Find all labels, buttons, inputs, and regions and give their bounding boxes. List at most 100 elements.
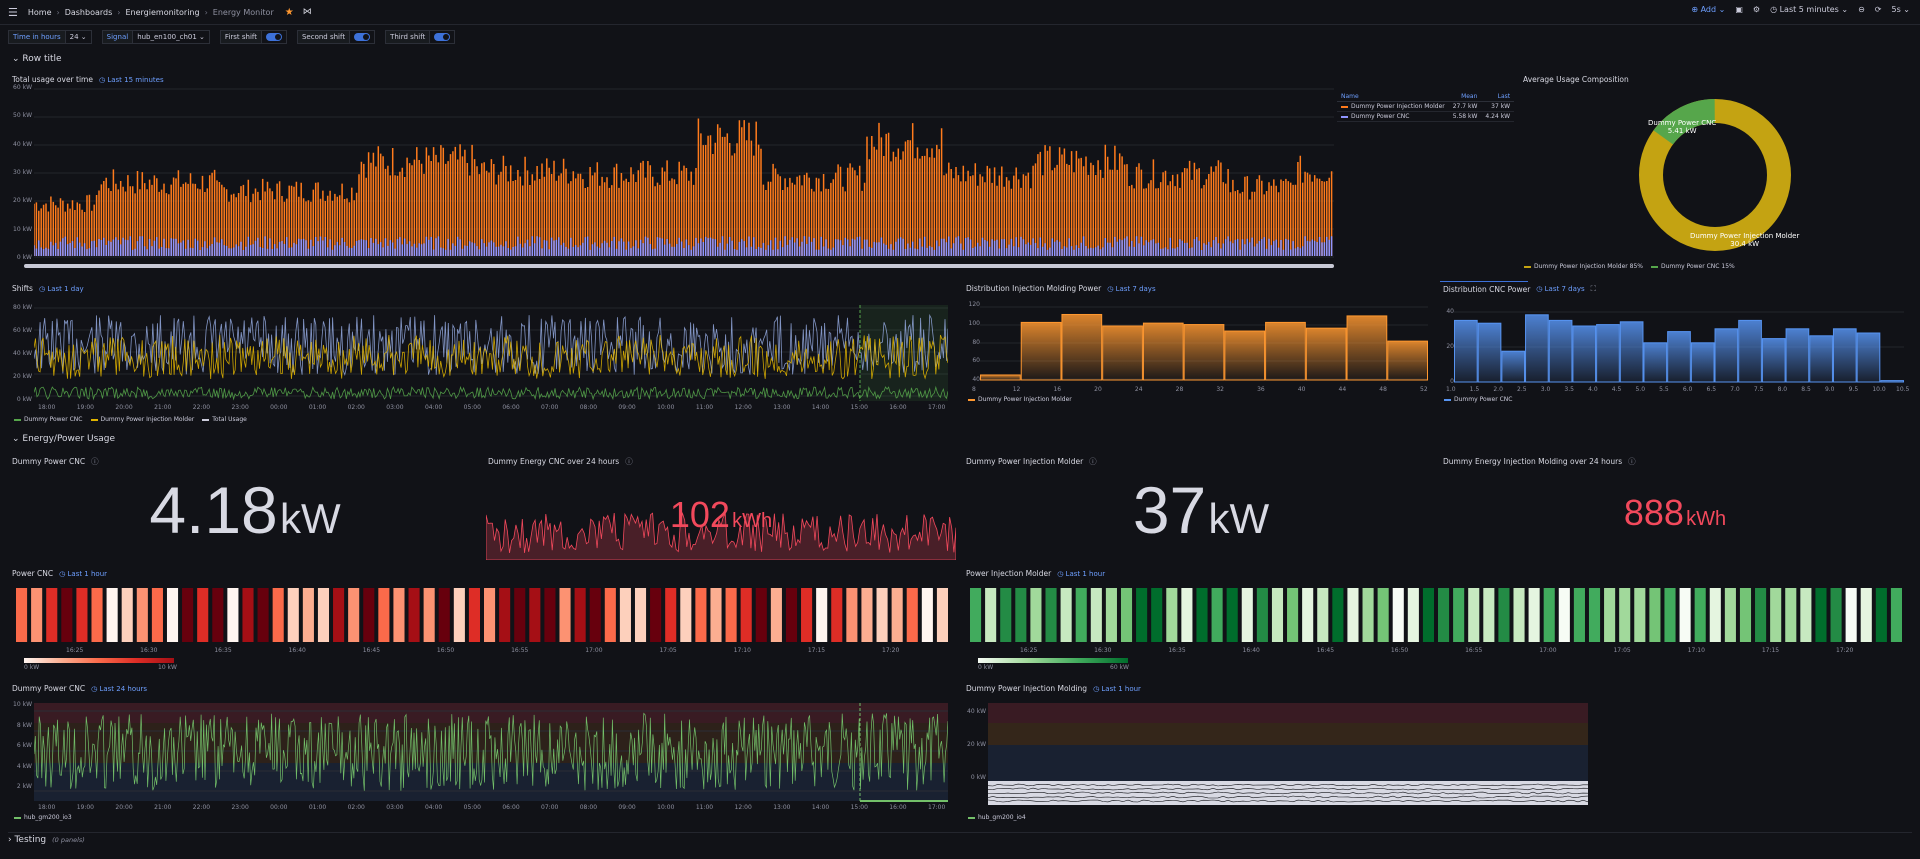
y-tick-label: 40: [972, 376, 980, 383]
x-tick-label: 8.0: [1777, 386, 1788, 393]
dist-cnc-x-axis: 1.0 1.5 2.0 2.5 3.0 3.5 4.0 4.5 5.0 5.5 6.0 6.5 7.0 7…: [1446, 386, 1909, 396]
y-tick-label: 6 kW: [16, 742, 32, 749]
expand-icon[interactable]: ⛶: [1590, 284, 1596, 293]
y-tick-label: 2 kW: [16, 783, 32, 790]
heatmap-cell: [468, 588, 480, 642]
heat-inj-scale-min: 0 kW: [978, 664, 994, 671]
info-icon[interactable]: ⓘ: [1628, 457, 1636, 466]
legend-item[interactable]: Dummy Power Injection Molder 85%: [1524, 263, 1643, 270]
x-tick-label: 06:00: [502, 804, 520, 811]
y-tick-label: 0 kW: [970, 774, 986, 781]
var-third-shift[interactable]: Third shift: [385, 30, 456, 44]
heatmap-cell: [544, 588, 556, 642]
x-tick-label: 07:00: [541, 404, 559, 411]
row-title-1[interactable]: ⌄ Row title: [12, 54, 62, 64]
var-second-shift[interactable]: Second shift: [296, 30, 376, 44]
heatmap-cell: [816, 588, 828, 642]
heatmap-cell: [16, 588, 28, 642]
var-time-in-hours[interactable]: Time in hours 24 ⌄: [8, 30, 92, 44]
refresh-icon[interactable]: ⟳: [1874, 5, 1882, 14]
x-tick-label: 10.0: [1872, 386, 1886, 393]
heatmap-cell: [257, 588, 269, 642]
heatmap-cell: [227, 588, 239, 642]
heatmap-cell: [906, 588, 918, 642]
heatmap-cell: [1830, 588, 1842, 642]
histogram-bar: [1020, 321, 1062, 381]
heatmap-cell: [1453, 588, 1465, 642]
heat-inj-chart: [970, 588, 1902, 642]
legend-row[interactable]: Dummy Power Injection Molder 27.7 kW 37 kW: [1337, 101, 1515, 112]
y-tick-label: 20: [1446, 343, 1454, 350]
x-tick-label: 08:00: [579, 404, 598, 411]
info-icon[interactable]: ⓘ: [1089, 457, 1097, 466]
y-tick-label: 20 kW: [13, 197, 32, 205]
third-shift-toggle[interactable]: [434, 33, 451, 41]
histogram-bar: [1738, 319, 1762, 383]
save-icon[interactable]: ▣: [1735, 5, 1743, 14]
info-icon[interactable]: ⓘ: [625, 457, 633, 466]
add-button[interactable]: ⊕ Add ⌄: [1691, 5, 1726, 14]
info-icon[interactable]: ⓘ: [91, 457, 99, 466]
y-tick-label: 10 kW: [13, 225, 32, 233]
x-tick-label: 17:00: [928, 804, 946, 811]
heatmap-cell: [770, 588, 782, 642]
histogram-bar: [1761, 338, 1786, 383]
heatmap-cell: [212, 588, 224, 642]
heatmap-cell: [1694, 588, 1706, 642]
breadcrumb-folder[interactable]: Energiemonitoring: [125, 7, 200, 17]
heatmap-cell: [1890, 588, 1902, 642]
histogram-bar: [1501, 350, 1526, 383]
histogram-bar: [1880, 380, 1904, 383]
y-tick-label: 60: [972, 357, 980, 365]
var-first-shift[interactable]: First shift: [219, 30, 287, 44]
heatmap-cell: [408, 588, 420, 642]
legend-item[interactable]: Dummy Power CNC: [14, 416, 83, 423]
legend-item[interactable]: Total Usage: [202, 416, 247, 423]
zoom-out-icon[interactable]: ⊖: [1858, 5, 1865, 14]
legend-item[interactable]: Dummy Power CNC: [1444, 396, 1513, 403]
breadcrumb-dashboards[interactable]: Dashboards: [64, 7, 113, 17]
y-tick-label: 0 kW: [16, 396, 32, 403]
state-line: [988, 783, 1588, 787]
row-title-2[interactable]: ⌄ Energy/Power Usage: [12, 434, 116, 444]
donut-chart: [1639, 98, 1791, 251]
heatmap-cell: [1422, 588, 1434, 642]
histogram-bar: [1387, 340, 1428, 381]
legend-item[interactable]: hub_gm200_io4: [968, 814, 1026, 821]
heatmap-cell: [393, 588, 405, 642]
breadcrumb-home[interactable]: Home: [27, 7, 52, 17]
x-tick-label: 18:00: [38, 804, 56, 811]
panel-title-heat-inj: Power Injection Molder ◷ Last 1 hour: [966, 569, 1106, 578]
refresh-interval[interactable]: 5s ⌄: [1891, 5, 1910, 14]
y-tick-label: 40 kW: [967, 708, 986, 715]
time-picker[interactable]: ◷ Last 5 minutes ⌄: [1770, 5, 1849, 14]
x-tick-label: 16:40: [288, 647, 306, 654]
inj1h-y-axis: 40 kW 20 kW 0 kW: [962, 708, 986, 781]
legend-item[interactable]: Dummy Power Injection Molder: [968, 396, 1072, 403]
series-cnc: [34, 236, 1333, 256]
menu-icon[interactable]: ☰: [8, 5, 18, 19]
legend-item[interactable]: hub_gm200_io3: [14, 814, 72, 821]
heatmap-cell: [1468, 588, 1480, 642]
heatmap-cell: [1407, 588, 1419, 642]
settings-icon[interactable]: ⚙: [1752, 5, 1761, 14]
timeline-scrollbar[interactable]: [24, 264, 1334, 268]
series-injection-molder: [34, 334, 948, 380]
histogram-bar: [1643, 342, 1668, 383]
var-signal[interactable]: Signal hub_en100_ch01 ⌄: [101, 30, 210, 44]
heatmap-cell: [1287, 588, 1299, 642]
legend-item[interactable]: Dummy Power Injection Molder: [90, 416, 194, 423]
row-testing[interactable]: › Testing (0 panels): [8, 832, 1912, 846]
legend-item[interactable]: Dummy Power CNC 15%: [1651, 263, 1735, 270]
histogram-bar: [980, 374, 1021, 381]
second-shift-toggle[interactable]: [354, 33, 371, 41]
share-icon[interactable]: ⋈: [302, 7, 312, 17]
star-icon[interactable]: ★: [284, 6, 294, 18]
state-line: [988, 787, 1588, 791]
legend-row[interactable]: Dummy Power CNC 5.58 kW 4.24 kW: [1337, 111, 1515, 122]
first-shift-toggle[interactable]: [265, 33, 282, 41]
inj1h-chart: [988, 703, 1588, 805]
x-tick-label: 12:00: [734, 804, 752, 811]
x-tick-label: 09:00: [618, 804, 636, 811]
state-line: [988, 791, 1588, 795]
